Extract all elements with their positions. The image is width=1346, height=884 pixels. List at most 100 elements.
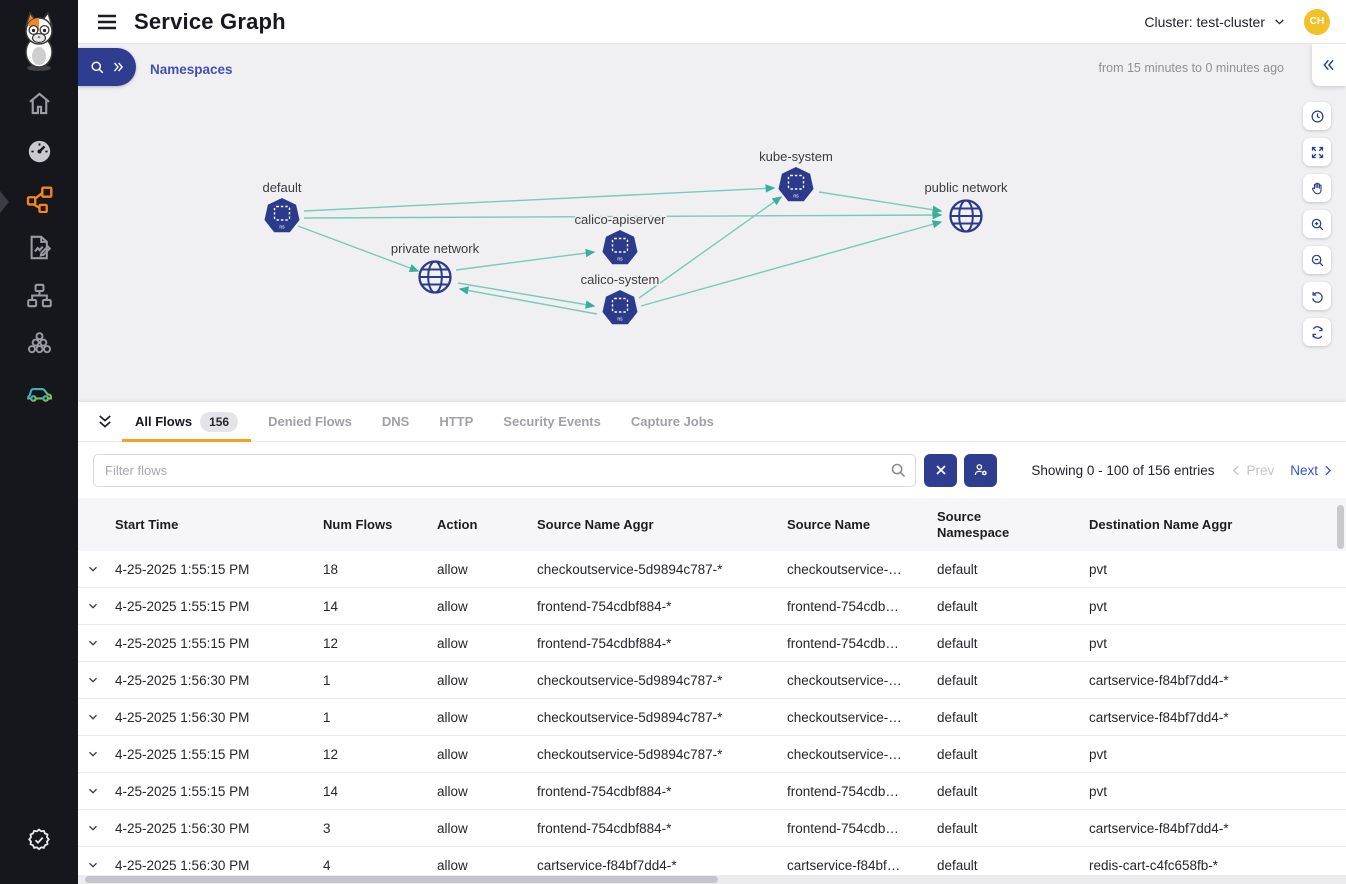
column-header-action[interactable]: Action bbox=[437, 516, 478, 532]
graph-node-kube-system[interactable]: ns bbox=[778, 167, 814, 202]
chevron-down-icon bbox=[86, 636, 100, 650]
graph-toolbar-zoom-out-button[interactable] bbox=[1303, 246, 1331, 274]
graph-edge-default-to-kube-system[interactable] bbox=[303, 184, 776, 212]
graph-toolbar bbox=[1303, 102, 1331, 346]
graph-node-label-calico-apiserver: calico-apiserver bbox=[574, 212, 666, 227]
graph-toolbar-undo-button[interactable] bbox=[1303, 282, 1331, 310]
expand-row-button[interactable] bbox=[78, 858, 108, 872]
cell-start-time: 4-25-2025 1:55:15 PM bbox=[115, 598, 250, 614]
column-header-source-name[interactable]: Source Name bbox=[787, 516, 871, 532]
expand-row-button[interactable] bbox=[78, 821, 108, 835]
vertical-scrollbar[interactable] bbox=[1337, 505, 1344, 549]
expand-row-button[interactable] bbox=[78, 599, 108, 613]
clear-filter-button[interactable] bbox=[924, 453, 957, 487]
graph-node-default[interactable]: ns bbox=[264, 198, 300, 233]
expand-row-button[interactable] bbox=[78, 747, 108, 761]
horizontal-scrollbar[interactable] bbox=[85, 876, 718, 883]
cell-num-flows: 14 bbox=[323, 598, 339, 614]
flows-tabbar: All Flows 156 Denied Flows DNS HTTP Security … bbox=[78, 402, 1346, 442]
cell-action: allow bbox=[437, 635, 468, 651]
graph-node-private-network[interactable] bbox=[418, 260, 452, 294]
tab-denied-flows[interactable]: Denied Flows bbox=[253, 402, 367, 441]
filter-flows-input[interactable] bbox=[93, 453, 916, 487]
column-header-destination-name-aggr[interactable]: Destination Name Aggr bbox=[1089, 516, 1233, 532]
column-header-start-time[interactable]: Start Time bbox=[115, 516, 179, 532]
graph-node-public-network[interactable] bbox=[949, 199, 983, 233]
collapse-flows-panel-button[interactable] bbox=[90, 402, 120, 441]
cell-source-name: checkoutservice-… bbox=[787, 709, 902, 725]
tab-badge: 156 bbox=[200, 411, 239, 432]
graph-toolbar-refresh-button[interactable] bbox=[1303, 318, 1331, 346]
table-row: 4-25-2025 1:56:30 PM 1 allow checkoutservic… bbox=[78, 699, 1346, 736]
sidebar bbox=[0, 0, 78, 884]
search-icon bbox=[891, 463, 906, 477]
graph-edge-calico-system-to-private-network[interactable] bbox=[458, 286, 598, 315]
graph-edge-calico-system-to-kube-system[interactable] bbox=[638, 196, 783, 299]
sidebar-item-dashboard[interactable] bbox=[0, 130, 78, 178]
cell-source-namespace: default bbox=[937, 598, 978, 614]
graph-toolbar-zoom-in-button[interactable] bbox=[1303, 210, 1331, 238]
tab-http[interactable]: HTTP bbox=[424, 402, 488, 441]
sidebar-item-car[interactable] bbox=[0, 370, 78, 418]
graph-search-button[interactable] bbox=[78, 48, 136, 86]
graph-edge-kube-system-to-public-network[interactable] bbox=[818, 191, 943, 214]
cell-start-time: 4-25-2025 1:56:30 PM bbox=[115, 709, 250, 725]
cell-source-name: frontend-754cdb… bbox=[787, 783, 899, 799]
cell-action: allow bbox=[437, 746, 468, 762]
collapse-right-panel-button[interactable] bbox=[1312, 44, 1346, 86]
tab-dns[interactable]: DNS bbox=[367, 402, 424, 441]
chevron-down-icon bbox=[86, 599, 100, 613]
prev-page-button[interactable]: Prev bbox=[1230, 463, 1274, 478]
sidebar-item-network[interactable] bbox=[0, 274, 78, 322]
tab-label: HTTP bbox=[439, 414, 474, 429]
calico-cat-logo bbox=[15, 8, 63, 74]
avatar[interactable]: CH bbox=[1304, 8, 1330, 35]
cell-start-time: 4-25-2025 1:56:30 PM bbox=[115, 857, 250, 873]
cell-start-time: 4-25-2025 1:56:30 PM bbox=[115, 672, 250, 688]
sidebar-item-components[interactable] bbox=[0, 322, 78, 370]
graph-edge-default-to-public-network[interactable] bbox=[303, 210, 943, 220]
graph-edge-default-to-private-network[interactable] bbox=[297, 225, 420, 272]
cell-action: allow bbox=[437, 820, 468, 836]
cell-num-flows: 14 bbox=[323, 783, 339, 799]
expand-row-button[interactable] bbox=[78, 636, 108, 650]
zoom-out-icon bbox=[1310, 253, 1325, 268]
cell-dest-name-aggr: pvt bbox=[1089, 635, 1108, 651]
graph-edge-private-network-to-calico-apiserver[interactable] bbox=[455, 248, 596, 271]
cell-num-flows: 1 bbox=[323, 709, 331, 725]
expand-row-button[interactable] bbox=[78, 784, 108, 798]
breadcrumb[interactable]: Namespaces bbox=[150, 62, 233, 77]
expand-row-button[interactable] bbox=[78, 710, 108, 724]
column-header-source-namespace[interactable]: Source Namespace bbox=[937, 508, 1010, 540]
service-graph-canvas[interactable]: ns default private network ns calico-apiserv… bbox=[78, 85, 1346, 400]
next-page-button[interactable]: Next bbox=[1290, 463, 1334, 478]
column-header-num-flows[interactable]: Num Flows bbox=[323, 516, 393, 532]
graph-edge-private-network-to-calico-system[interactable] bbox=[457, 282, 596, 309]
cluster-selector[interactable]: Cluster: test-cluster bbox=[1144, 14, 1286, 30]
sidebar-item-service-graph[interactable] bbox=[0, 178, 78, 226]
tab-all-flows[interactable]: All Flows 156 bbox=[120, 402, 253, 442]
graph-node-calico-system[interactable]: ns bbox=[602, 290, 638, 325]
graph-node-calico-apiserver[interactable]: ns bbox=[602, 230, 638, 265]
expand-row-button[interactable] bbox=[78, 673, 108, 687]
sidebar-item-policies[interactable] bbox=[0, 226, 78, 274]
column-header-source-name-aggr[interactable]: Source Name Aggr bbox=[537, 516, 654, 532]
expand-row-button[interactable] bbox=[78, 562, 108, 576]
sidebar-item-compliance[interactable] bbox=[0, 818, 78, 866]
graph-edge-calico-system-to-public-network[interactable] bbox=[640, 220, 943, 307]
graph-toolbar-pan-button[interactable] bbox=[1303, 174, 1331, 202]
column-settings-button[interactable] bbox=[964, 453, 997, 487]
tab-capture-jobs[interactable]: Capture Jobs bbox=[616, 402, 729, 441]
svg-text:ns: ns bbox=[617, 317, 623, 323]
cell-dest-name-aggr: pvt bbox=[1089, 746, 1108, 762]
svg-text:ns: ns bbox=[279, 225, 285, 231]
cell-action: allow bbox=[437, 672, 468, 688]
svg-text:ns: ns bbox=[793, 194, 799, 200]
tab-security-events[interactable]: Security Events bbox=[488, 402, 616, 441]
chevron-down-icon bbox=[86, 858, 100, 872]
cell-source-name-aggr: checkoutservice-5d9894c787-* bbox=[537, 746, 723, 762]
graph-toolbar-fit-screen-button[interactable] bbox=[1303, 138, 1331, 166]
sidebar-item-home[interactable] bbox=[0, 82, 78, 130]
graph-toolbar-time-button[interactable] bbox=[1303, 102, 1331, 130]
hamburger-menu-icon[interactable] bbox=[94, 9, 120, 35]
